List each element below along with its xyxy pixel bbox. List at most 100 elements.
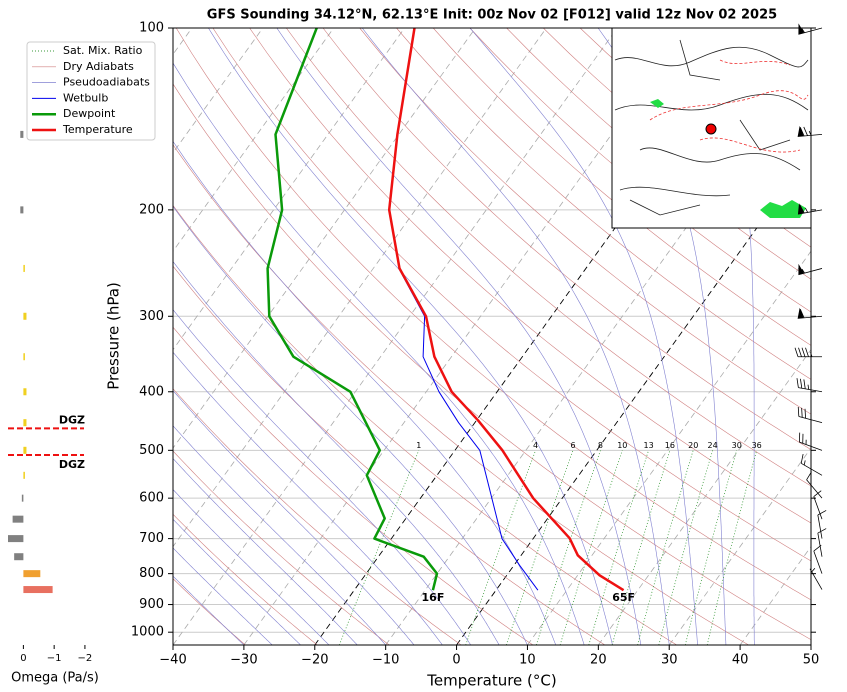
- mixing-ratio-label: 8: [598, 441, 603, 450]
- pseudoadiabat: [173, 489, 330, 645]
- omega-tick-label: 0: [20, 653, 26, 664]
- dry-adiabat: [173, 204, 677, 645]
- x-tick-label: 10: [519, 653, 536, 668]
- dry-adiabat: [173, 388, 462, 645]
- map-precip: [650, 99, 806, 218]
- isotherm: [456, 151, 811, 645]
- wind-barb: [800, 453, 823, 476]
- mixing-ratio-label: 20: [688, 441, 698, 450]
- y-tick-label: 300: [139, 309, 164, 324]
- pseudoadiabat: [469, 28, 698, 645]
- dry-adiabat: [286, 28, 811, 487]
- mixing-ratio-line: [706, 450, 758, 645]
- y-tick-label: 500: [139, 443, 164, 458]
- mixing-ratio-label: 24: [708, 441, 718, 450]
- wind-barb: [797, 406, 823, 424]
- omega-bar: [23, 586, 53, 594]
- mixing-ratio-label: 36: [752, 441, 762, 450]
- pseudoadiabat: [173, 390, 415, 645]
- legend-label: Dry Adiabats: [63, 60, 134, 73]
- pseudoadiabat: [173, 351, 443, 645]
- dry-adiabat: [432, 28, 811, 346]
- mixing-ratio-label: 10: [617, 441, 627, 450]
- pseudoadiabat: [276, 28, 642, 645]
- pseudoadiabat: [173, 140, 557, 645]
- dry-adiabat: [173, 83, 811, 641]
- y-tick-label: 400: [139, 384, 164, 399]
- x-tick-label: 20: [590, 653, 607, 668]
- dry-adiabat: [322, 28, 811, 450]
- wind-barb: [813, 544, 823, 574]
- y-tick-label: 900: [139, 597, 164, 612]
- mixing-ratio-label: 30: [732, 441, 742, 450]
- x-tick-label: −40: [159, 653, 186, 668]
- map-contours: [649, 59, 809, 153]
- wind-barb: [809, 567, 823, 590]
- mixing-ratio-label: 1: [416, 441, 421, 450]
- pseudoadiabat: [173, 425, 386, 645]
- dry-adiabat: [173, 578, 246, 645]
- mixing-ratio-line: [535, 450, 601, 645]
- y-tick-label: 600: [139, 491, 164, 506]
- omega-bar: [21, 494, 24, 502]
- x-tick-label: −20: [301, 653, 328, 668]
- wind-barb: [817, 528, 827, 557]
- wind-barb: [798, 263, 823, 276]
- isotherm: [173, 28, 547, 548]
- wind-barb: [817, 510, 827, 539]
- pseudoadiabat: [208, 28, 613, 645]
- mixing-ratio-label: 13: [644, 441, 654, 450]
- y-tick-label: 100: [139, 21, 164, 36]
- x-tick-label: −10: [372, 653, 399, 668]
- wind-barb: [799, 432, 823, 451]
- omega-bar: [12, 515, 24, 523]
- profile-line: [387, 28, 625, 592]
- profile-line: [266, 28, 439, 591]
- omega-axis-label: Omega (Pa/s): [11, 671, 99, 686]
- mixing-ratio-line: [559, 450, 623, 645]
- legend-label: Sat. Mix. Ratio: [63, 44, 143, 57]
- wind-barb: [798, 23, 823, 35]
- omega-tick-label: −2: [78, 653, 93, 664]
- isotherm: [173, 28, 618, 645]
- omega-bar: [23, 264, 25, 272]
- surface-label: 65F: [612, 591, 635, 604]
- omega-bar: [23, 353, 25, 361]
- dgz-label: DGZ: [59, 458, 85, 471]
- wind-barb: [794, 347, 822, 358]
- dry-adiabat: [173, 265, 606, 645]
- pseudoadiabat: [173, 518, 301, 645]
- omega-bar: [20, 130, 24, 138]
- mixing-ratio-line: [506, 450, 574, 645]
- map-location: [705, 123, 717, 135]
- x-tick-label: 0: [452, 653, 460, 668]
- omega-bar: [23, 471, 25, 479]
- x-tick-label: 30: [661, 653, 678, 668]
- legend-label: Temperature: [62, 123, 133, 136]
- omega-tick-label: −1: [47, 653, 62, 664]
- wind-barb: [796, 378, 823, 393]
- mixing-ratio-label: 6: [570, 441, 575, 450]
- map-lines: [614, 39, 809, 216]
- mixing-ratio-line: [588, 450, 649, 645]
- pseudoadiabat: [173, 575, 245, 645]
- isotherm: [173, 28, 264, 154]
- dry-adiabat: [175, 28, 811, 601]
- pseudoadiabat: [361, 28, 670, 645]
- omega-bar: [23, 388, 27, 396]
- pseudoadiabat: [173, 547, 273, 645]
- wind-barb: [797, 307, 823, 319]
- isotherm: [527, 250, 811, 645]
- dry-adiabat: [359, 28, 811, 415]
- x-axis-label: Temperature (°C): [426, 672, 556, 690]
- pseudoadiabat: [715, 28, 755, 645]
- omega-bar: [23, 570, 41, 578]
- mixing-ratio-line: [658, 450, 713, 645]
- wind-barb: [806, 471, 823, 499]
- isotherm: [810, 644, 811, 645]
- dry-adiabat: [212, 28, 811, 562]
- dry-adiabat: [173, 326, 534, 645]
- wind-barb: [797, 203, 823, 215]
